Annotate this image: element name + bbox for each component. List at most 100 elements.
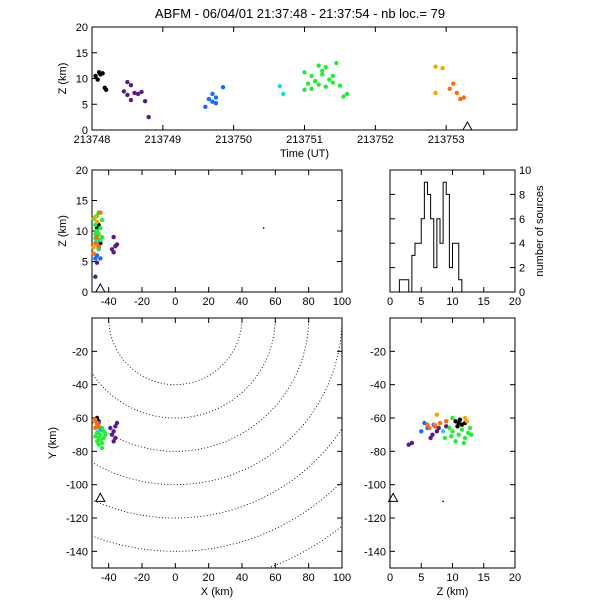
height-y-point	[447, 425, 452, 431]
plan-view-ytick-label: -60	[72, 413, 88, 425]
time-height-point	[337, 83, 343, 88]
height-y-point	[419, 429, 424, 434]
histogram-bar	[440, 243, 443, 292]
plan-view-point	[98, 432, 103, 437]
x-height-point	[91, 251, 96, 256]
time-height-point	[220, 85, 226, 90]
height-y-point	[442, 435, 448, 441]
histogram-bar	[418, 243, 421, 292]
height-y-point	[428, 435, 433, 441]
time-height-point	[203, 104, 208, 110]
plan-view-point	[108, 425, 113, 431]
x-height-xtick-label: 60	[269, 296, 281, 308]
time-height-point	[102, 85, 107, 90]
time-height-ylabel: Z (km)	[57, 63, 69, 95]
plan-view-xtick-label: 20	[203, 572, 215, 584]
plan-view-point	[98, 437, 103, 442]
plan-view-xtick-label: -40	[101, 572, 117, 584]
height-y-ytick-label: -20	[370, 346, 386, 358]
time-height-xtick-label: 213752	[357, 134, 394, 146]
x-height-xtick-label: 40	[236, 296, 248, 308]
height-y-point	[464, 419, 470, 424]
plan-view-point	[96, 424, 101, 429]
time-height-point	[210, 99, 215, 104]
plan-view-xtick-label: 60	[269, 572, 281, 584]
time-height-point	[447, 86, 452, 92]
histogram-xtick-label: 5	[418, 296, 424, 308]
height-y-point	[430, 432, 435, 437]
histogram-bar	[449, 268, 452, 292]
time-height-xtick-label: 213751	[286, 134, 323, 146]
plan-view-xtick-label: 80	[303, 572, 315, 584]
plan-view-point	[94, 430, 100, 436]
height-y-xlabel: Z (km)	[437, 586, 469, 598]
plan-view-xtick-label: 0	[172, 572, 178, 584]
time-height-point	[454, 90, 459, 96]
time-height-point	[128, 82, 134, 88]
time-height-point	[327, 77, 332, 82]
histogram-ytick-label: 10	[519, 165, 531, 177]
plan-view-point	[94, 439, 100, 444]
time-height-point	[440, 66, 445, 71]
height-y-point	[459, 427, 465, 432]
time-height-ytick-label: 15	[76, 48, 88, 60]
time-height-point	[451, 81, 456, 86]
panel-time-height: 213748 213749 213750 213751 213752 213753 0 5 10…	[57, 22, 518, 160]
x-height-xtick-label: -40	[101, 296, 117, 308]
x-height-point	[99, 217, 105, 223]
histogram-xtick-label: 0	[387, 296, 393, 308]
plan-view-xtick-label: -20	[134, 572, 150, 584]
height-y-xtick-label: 10	[446, 572, 458, 584]
height-y-point	[440, 429, 446, 434]
height-y-ytick-label: -100	[364, 480, 386, 492]
time-height-point	[320, 72, 325, 77]
plan-view-ytick-label: -40	[72, 380, 88, 392]
height-y-ytick-label: -120	[364, 513, 386, 525]
time-height-point	[344, 91, 350, 97]
time-height-point	[213, 95, 219, 100]
time-height-point	[98, 72, 103, 77]
plan-view-point	[109, 432, 115, 437]
plan-view-point	[93, 417, 98, 422]
time-height-ytick-label: 5	[82, 99, 88, 111]
x-height-xtick-label: 20	[203, 296, 215, 308]
time-height-xtick-label: 213753	[428, 134, 465, 146]
plan-view-ytick-label: -80	[72, 446, 88, 458]
plan-view-point	[113, 424, 118, 429]
x-height-point	[93, 241, 98, 246]
x-height-xtick-label: 80	[303, 296, 315, 308]
height-y-point	[469, 432, 474, 437]
height-y-ytick-label: -140	[364, 546, 386, 558]
time-height-point	[461, 95, 467, 100]
x-height-point	[96, 247, 101, 252]
time-height-point	[146, 114, 151, 120]
x-height-xtick-label: -20	[134, 296, 150, 308]
height-y-xtick-label: 15	[478, 572, 490, 584]
plan-view-point	[101, 435, 106, 441]
histogram-bar	[403, 280, 406, 292]
x-height-point	[93, 214, 98, 220]
plan-view-ylabel: Y (km)	[47, 427, 59, 459]
time-height-point	[433, 64, 438, 69]
time-height-xtick-label: 213750	[215, 134, 252, 146]
plan-view-point	[99, 440, 105, 446]
height-y-xtick-label: 20	[509, 572, 521, 584]
time-height-point	[309, 86, 314, 92]
plan-view-point	[114, 420, 120, 426]
plan-view-point	[93, 434, 98, 439]
height-y-station-marker	[387, 492, 399, 502]
histogram-ytick-label: 0	[519, 287, 525, 299]
height-y-point	[456, 432, 461, 437]
height-y-point	[450, 415, 455, 421]
panel-x-height: -40 -20 0 20 40 60 80 100 0 5 10 15 20 Z (km)	[57, 165, 351, 308]
time-height-frame	[91, 26, 518, 131]
time-height-point	[210, 91, 215, 97]
time-height-xtick-label: 213748	[74, 134, 111, 146]
x-height-ytick-label: 0	[82, 287, 88, 299]
time-height-point	[121, 89, 127, 94]
plan-view-ytick-label: -100	[66, 480, 88, 492]
x-height-point	[111, 250, 116, 255]
x-height-xtick-label: 0	[172, 296, 178, 308]
height-y-ytick-label: -80	[370, 446, 386, 458]
time-height-point	[139, 89, 144, 95]
